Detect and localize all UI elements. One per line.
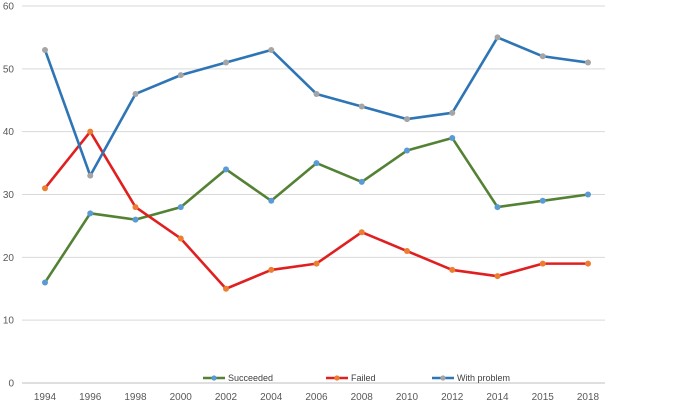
data-point-failed — [132, 204, 139, 211]
data-point-succeeded — [539, 197, 546, 204]
x-tick-label: 2010 — [396, 392, 419, 403]
data-point-succeeded — [313, 160, 320, 167]
data-point-failed — [87, 128, 94, 135]
y-tick-label: 30 — [3, 190, 15, 201]
data-point-with-problem — [539, 53, 546, 60]
x-tick-label: 1998 — [124, 392, 147, 403]
y-tick-label: 40 — [3, 127, 15, 138]
data-point-failed — [539, 260, 546, 267]
legend-marker-with-problem — [440, 375, 446, 381]
x-tick-label: 2000 — [170, 392, 193, 403]
data-point-with-problem — [494, 34, 501, 41]
data-point-succeeded — [223, 166, 229, 173]
data-point-succeeded — [358, 178, 365, 185]
legend-marker-failed — [334, 375, 340, 381]
y-tick-label: 50 — [3, 64, 15, 75]
data-point-with-problem — [313, 90, 320, 97]
data-point-with-problem — [42, 46, 48, 53]
data-point-failed — [404, 248, 410, 255]
x-tick-label: 2012 — [441, 392, 464, 403]
data-point-failed — [268, 266, 275, 273]
x-tick-label: 2004 — [260, 392, 283, 403]
data-point-with-problem — [358, 103, 365, 110]
gridlines — [22, 5, 605, 321]
data-point-succeeded — [268, 197, 275, 204]
legend-label-with-problem: With problem — [457, 373, 510, 383]
data-point-with-problem — [449, 109, 456, 116]
legend: Succeeded Failed With problem — [203, 373, 510, 383]
data-point-failed — [358, 229, 365, 236]
y-axis-tick-labels: 0 10 20 30 40 50 60 — [3, 2, 15, 390]
data-point-failed — [494, 273, 501, 280]
data-point-succeeded — [87, 210, 94, 217]
x-tick-label: 1994 — [34, 392, 57, 403]
y-tick-label: 10 — [3, 316, 15, 327]
series-line-with-problem — [43, 36, 589, 177]
data-point-failed — [313, 260, 320, 267]
x-tick-label: 2014 — [486, 392, 509, 403]
x-tick-label: 2002 — [215, 392, 238, 403]
data-point-failed — [42, 185, 48, 192]
x-tick-label: 1996 — [79, 392, 102, 403]
series-group — [42, 34, 591, 292]
legend-label-succeeded: Succeeded — [228, 373, 273, 383]
x-tick-label: 2008 — [351, 392, 374, 403]
data-point-succeeded — [494, 204, 501, 211]
legend-marker-succeeded — [211, 375, 217, 381]
data-point-succeeded — [132, 216, 139, 223]
x-axis-tick-labels: 1994 1996 1998 2000 2002 2004 2006 2008 2010 2012… — [34, 392, 600, 403]
x-tick-label: 2006 — [305, 392, 328, 403]
data-point-with-problem — [132, 90, 139, 97]
data-point-with-problem — [177, 72, 184, 79]
y-tick-label: 20 — [3, 253, 15, 264]
data-point-failed — [449, 266, 456, 273]
data-point-with-problem — [404, 116, 410, 123]
x-tick-label: 2015 — [532, 392, 555, 403]
data-point-with-problem — [87, 172, 94, 179]
data-point-with-problem — [585, 59, 591, 66]
legend-label-failed: Failed — [351, 373, 376, 383]
data-point-succeeded — [42, 279, 48, 286]
data-point-failed — [223, 285, 229, 292]
data-point-succeeded — [177, 204, 184, 211]
data-point-with-problem — [223, 59, 229, 66]
x-tick-label: 2018 — [577, 392, 600, 403]
data-point-succeeded — [585, 191, 591, 198]
data-point-failed — [585, 260, 591, 267]
data-point-failed — [177, 235, 184, 242]
data-point-succeeded — [449, 134, 456, 141]
y-tick-label: 0 — [8, 379, 14, 390]
data-point-succeeded — [404, 147, 410, 154]
data-point-with-problem — [268, 46, 275, 53]
y-tick-label: 60 — [3, 2, 15, 13]
